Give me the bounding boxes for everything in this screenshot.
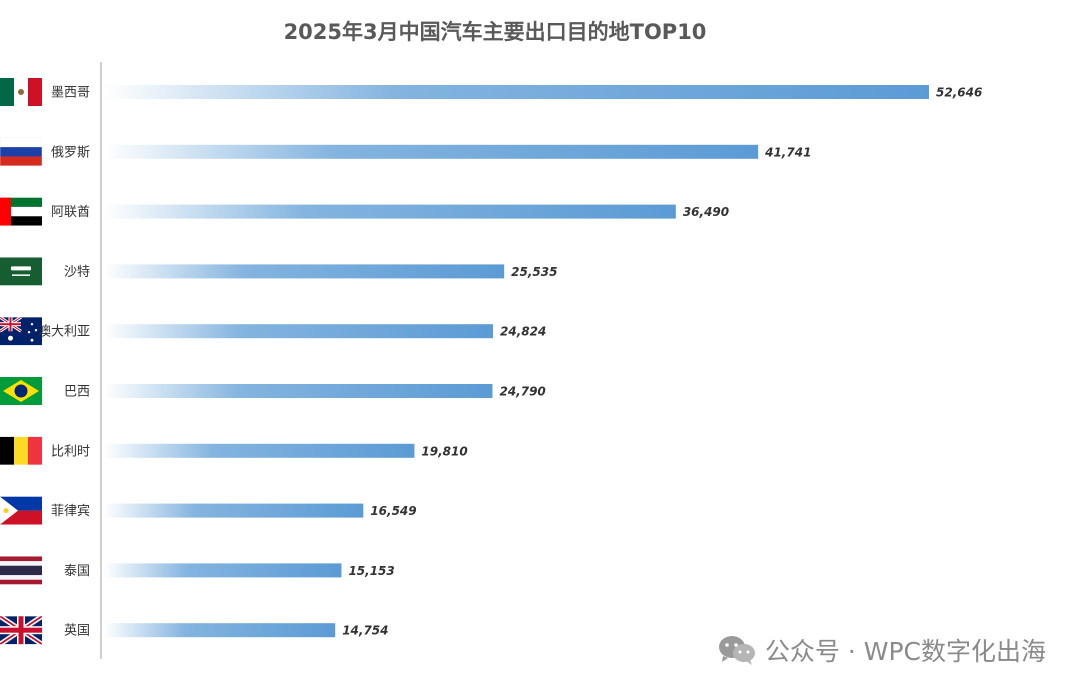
bar-5 <box>104 324 494 339</box>
bar-7 <box>104 443 415 458</box>
value-label-7: 19,810 <box>421 444 467 458</box>
bar-8 <box>104 503 364 518</box>
value-label-1: 52,646 <box>936 86 982 100</box>
brazil-flag <box>0 377 42 405</box>
value-label-9: 15,153 <box>348 564 394 578</box>
value-label-10: 14,754 <box>342 624 388 638</box>
value-label-3: 36,490 <box>683 205 729 219</box>
value-label-2: 41,741 <box>764 145 811 159</box>
value-label-8: 16,549 <box>370 504 416 518</box>
category-label-7: 比利时 <box>51 444 90 459</box>
category-label-8: 菲律宾 <box>51 503 90 519</box>
uk-flag <box>0 616 42 645</box>
uae-flag <box>0 197 42 226</box>
bar-4 <box>104 264 505 279</box>
category-label-2: 俄罗斯 <box>51 145 90 160</box>
watermark: 公众号 · WPC数字化出海 <box>717 632 1046 668</box>
category-label-6: 巴西 <box>64 385 90 400</box>
wechat-icon <box>718 636 755 665</box>
bar-10 <box>104 623 336 638</box>
bar-2 <box>104 144 759 159</box>
value-label-4: 25,535 <box>511 265 557 279</box>
bar-1 <box>104 85 929 99</box>
bar-6 <box>104 384 493 398</box>
russia-flag <box>0 137 42 166</box>
mexico-flag <box>0 78 42 106</box>
category-label-9: 泰国 <box>64 564 90 579</box>
category-label-1: 墨西哥 <box>51 86 90 101</box>
value-label-6: 24,790 <box>499 385 545 399</box>
thailand-flag <box>0 556 42 585</box>
category-label-4: 沙特 <box>64 265 90 280</box>
belgium-flag <box>0 436 42 465</box>
value-label-5: 24,824 <box>500 325 546 339</box>
australia-flag <box>0 317 42 346</box>
category-label-10: 英国 <box>64 624 90 639</box>
bar-9 <box>104 563 342 578</box>
philippines-flag <box>0 496 42 525</box>
category-label-5: 澳大利亚 <box>38 324 90 340</box>
saudi-flag <box>0 257 42 286</box>
watermark-text: 公众号 · WPC数字化出海 <box>764 637 1046 666</box>
bar-3 <box>104 204 676 219</box>
chart-title: 2025年3月中国汽车主要出口目的地TOP10 <box>283 20 707 44</box>
category-label-3: 阿联酋 <box>51 204 90 220</box>
